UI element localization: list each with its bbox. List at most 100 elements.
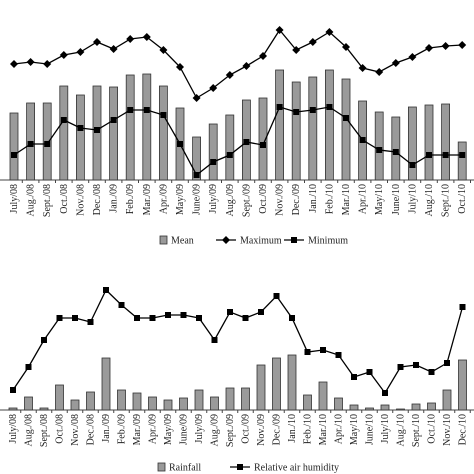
square-marker [103,287,109,293]
square-marker [41,337,47,343]
diamond-marker [176,63,184,71]
bar [148,396,157,411]
bar [291,81,301,181]
diamond-marker [192,94,201,102]
bar [86,391,95,411]
square-marker [376,147,383,153]
diamond-marker [342,43,350,51]
x-tick-label: June/10 [365,414,376,445]
legend-marker [237,464,243,470]
x-tick-label: Jan./10 [287,414,298,443]
square-marker [366,369,373,375]
x-tick-label: Nov./09 [256,414,267,446]
diamond-marker [76,48,85,56]
diamond-marker [308,38,317,46]
bar [101,357,111,411]
bar [125,74,135,181]
square-marker [60,117,67,123]
square-marker [180,312,187,318]
diamond-marker [375,68,384,76]
square-marker [320,347,326,353]
legend-marker [291,237,297,243]
x-tick-label: Jan./09 [101,414,112,443]
diamond-marker [26,58,35,66]
x-tick-label: Sept./08 [39,414,50,447]
legend-swatch [157,462,166,472]
x-tick-label: Feb./10 [303,414,314,444]
bar [427,402,436,411]
bar [303,394,312,411]
diamond-marker [292,46,301,54]
diamond-marker [209,84,218,92]
x-tick-label: Mar./09 [132,414,143,445]
diamond-marker [242,62,251,70]
diamond-marker [425,44,433,52]
x-tick-label: June/09 [192,184,203,215]
square-marker [459,152,466,158]
bar [39,407,49,411]
x-tick-label: June/10 [391,184,402,215]
bar [192,136,202,181]
x-tick-label: Aug./08 [26,184,37,217]
x-tick-label: Dec./08 [86,414,97,445]
x-tick-label: Dec./09 [272,414,283,445]
x-tick-label: July/08 [9,184,20,213]
x-tick-label: Aug./10 [396,414,407,447]
x-tick-label: Oct./10 [457,184,468,214]
square-marker [11,152,17,158]
bar [210,396,219,411]
x-tick-label: July/08 [8,414,19,443]
square-marker [243,139,250,145]
square-marker [227,309,233,315]
legend-label: Mean [171,236,194,247]
diamond-marker [225,71,234,79]
bar [241,387,250,411]
x-tick-label: Nov./10 [442,414,453,446]
square-marker [382,390,388,396]
x-tick-label: Apr./10 [358,184,369,214]
diamond-marker [441,42,450,50]
x-tick-label: Aug./09 [210,414,221,447]
x-tick-label: May/09 [175,184,186,215]
square-marker [309,107,316,113]
square-marker [459,304,466,310]
bar [411,403,421,411]
square-marker [27,141,34,147]
bar [272,357,281,411]
diamond-marker [358,64,367,72]
diamond-marker [275,26,284,34]
x-tick-label: Nov./09 [275,184,286,216]
x-tick-label: May/10 [349,414,360,445]
x-tick-label: Oct./08 [59,184,70,214]
x-tick-label: Dec./09 [291,184,302,215]
bar [308,76,318,181]
bar [208,123,218,181]
square-marker [118,302,125,308]
bar [380,404,390,411]
square-marker [94,127,100,133]
bar [179,397,188,411]
square-marker [428,369,435,375]
x-tick-label: July/10 [380,414,391,443]
x-tick-label: Apr./09 [148,414,159,444]
legend-swatch [159,235,168,245]
diamond-marker [142,33,151,41]
diamond-marker [126,35,135,43]
bar [424,104,434,181]
square-marker [276,104,283,110]
bar [457,141,467,181]
x-tick-label: Oct./10 [427,414,438,444]
square-marker [211,337,218,343]
x-tick-label: Mar./10 [318,414,329,445]
line [13,28,463,99]
x-tick-label: Oct./09 [241,414,252,444]
diamond-marker [408,53,417,61]
square-marker [77,125,84,131]
bar [158,85,168,181]
bar [458,359,467,411]
x-tick-label: Sept./08 [42,184,53,217]
bar [334,397,343,411]
legend-label: Rainfall [169,463,201,474]
square-marker [165,312,171,318]
